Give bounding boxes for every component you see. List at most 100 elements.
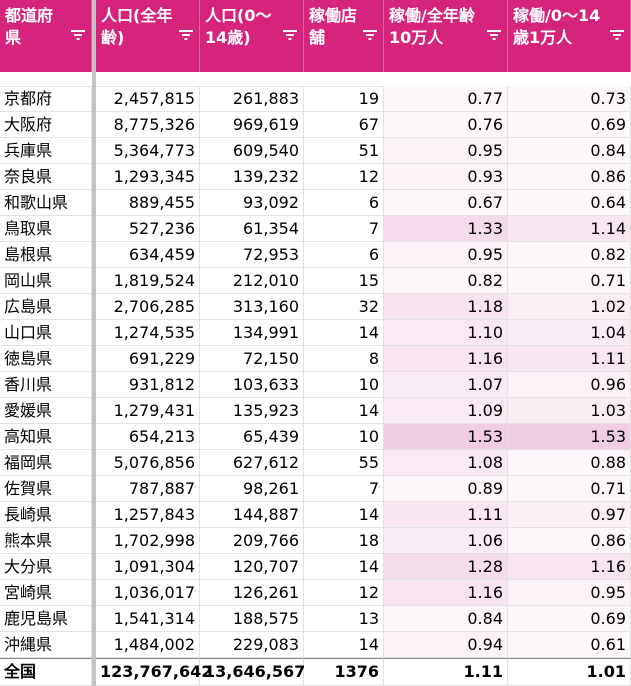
cell: 634,459 [96,242,200,268]
cell: 1,091,304 [96,554,200,580]
cell: 0.82 [384,268,508,294]
cell: 6 [304,242,384,268]
cell: 527,236 [96,216,200,242]
filter-icon[interactable] [610,30,624,40]
cell: 67 [304,112,384,138]
filter-icon[interactable] [283,30,297,40]
total-cell: 全国 [0,658,92,686]
cell: 313,160 [200,294,304,320]
cell: 奈良県 [0,164,92,190]
cell: 1.04 [508,320,631,346]
cell: 103,633 [200,372,304,398]
cell: 126,261 [200,580,304,606]
cell: 鳥取県 [0,216,92,242]
cell: 627,612 [200,450,304,476]
cell: 徳島県 [0,346,92,372]
cell: 209,766 [200,528,304,554]
cell: 0.95 [508,580,631,606]
cell: 1.10 [384,320,508,346]
cell: 139,232 [200,164,304,190]
cell: 6 [304,190,384,216]
cell: 沖縄県 [0,632,92,658]
cell: 福岡県 [0,450,92,476]
column-header[interactable]: 人口(全年齢) [96,0,200,72]
frozen-divider [92,0,96,686]
column-header[interactable]: 稼働店舗 [304,0,384,72]
cell: 0.96 [508,372,631,398]
cell: 兵庫県 [0,138,92,164]
cell: 1.28 [384,554,508,580]
cell: 山口県 [0,320,92,346]
cell: 香川県 [0,372,92,398]
cell: 1,293,345 [96,164,200,190]
cell: 長崎県 [0,502,92,528]
cell: 0.95 [384,242,508,268]
cell: 0.86 [508,528,631,554]
cell: 1.02 [508,294,631,320]
cell: 12 [304,580,384,606]
filter-icon[interactable] [179,30,193,40]
cell: 654,213 [96,424,200,450]
cell: 2,457,815 [96,86,200,112]
cell: 144,887 [200,502,304,528]
cell: 広島県 [0,294,92,320]
cell: 0.89 [384,476,508,502]
column-header[interactable]: 稼働/全年齢10万人 [384,0,508,72]
cell: 1,541,314 [96,606,200,632]
total-cell: 1376 [304,658,384,686]
cell: 1.09 [384,398,508,424]
cell: 1,036,017 [96,580,200,606]
column-header[interactable]: 人口(0〜14歳) [200,0,304,72]
cell: 1,274,535 [96,320,200,346]
cell: 宮崎県 [0,580,92,606]
cell: 大阪府 [0,112,92,138]
cell: 72,150 [200,346,304,372]
cell: 72,953 [200,242,304,268]
cell: 55 [304,450,384,476]
cell: 0.86 [508,164,631,190]
total-cell: 1.11 [384,658,508,686]
filter-icon[interactable] [71,30,85,40]
cell: 鹿児島県 [0,606,92,632]
cell: 8 [304,346,384,372]
filter-icon[interactable] [363,30,377,40]
cell: 0.84 [384,606,508,632]
cell: 0.71 [508,268,631,294]
cell: 1.33 [384,216,508,242]
cell: 1,819,524 [96,268,200,294]
cell: 1.16 [384,580,508,606]
cell: 51 [304,138,384,164]
cell: 98,261 [200,476,304,502]
total-cell: 13,646,567 [200,658,305,686]
filter-icon[interactable] [487,30,501,40]
cell: 0.67 [384,190,508,216]
cell: 0.64 [508,190,631,216]
cell: 19 [304,86,384,112]
cell: 0.61 [508,632,631,658]
cell: 0.76 [384,112,508,138]
cell: 134,991 [200,320,304,346]
cell: 1.53 [384,424,508,450]
cell: 7 [304,476,384,502]
cell: 0.94 [384,632,508,658]
cell: 14 [304,502,384,528]
cell: 609,540 [200,138,304,164]
cell: 佐賀県 [0,476,92,502]
cell: 135,923 [200,398,304,424]
column-header[interactable]: 稼働/0〜14歳1万人 [508,0,631,72]
cell: 1,257,843 [96,502,200,528]
cell: 1.07 [384,372,508,398]
cell: 大分県 [0,554,92,580]
cell: 0.69 [508,606,631,632]
cell: 691,229 [96,346,200,372]
cell: 0.77 [384,86,508,112]
cell: 0.97 [508,502,631,528]
cell: 61,354 [200,216,304,242]
cell: 931,812 [96,372,200,398]
cell: 14 [304,554,384,580]
cell: 12 [304,164,384,190]
column-header[interactable]: 都道府県 [0,0,92,72]
cell: 188,575 [200,606,304,632]
cell: 島根県 [0,242,92,268]
